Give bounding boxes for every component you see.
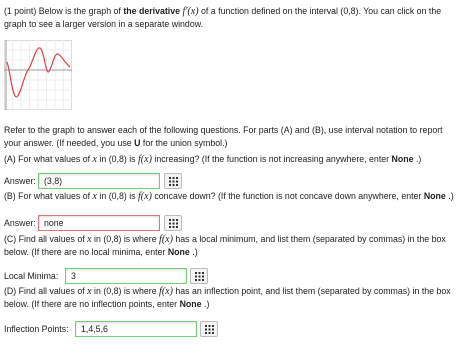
text: has an inflection point, and list them (… [172, 286, 451, 296]
grid-icon [169, 219, 178, 228]
bold-text: None [167, 247, 190, 257]
equation-editor-button[interactable] [200, 321, 218, 337]
text: in (0,8) is where [91, 234, 160, 244]
answer-input[interactable]: 3 [65, 268, 187, 284]
text: of a function defined on the interval (0… [198, 6, 442, 16]
bold-text: None [179, 299, 202, 309]
text: .) [201, 299, 210, 309]
text: for the union symbol.) [140, 138, 228, 148]
text: .) [445, 191, 454, 201]
answer-input[interactable]: 1,4,5,6 [75, 321, 197, 337]
bold-text: U [134, 138, 141, 148]
instruction-line: your answer. (If needed, you use U for t… [4, 138, 227, 148]
bold-text: None [423, 191, 446, 201]
text: has a local minimum, and list them (sepa… [172, 234, 446, 244]
text: in (0,8) is [96, 154, 139, 164]
answer-label: Answer: [4, 176, 36, 186]
text: (D) Find all values of [4, 286, 88, 296]
text: your answer. (If needed, you use [4, 138, 135, 148]
text: in (0,8) is [96, 191, 139, 201]
math: f(x) [138, 154, 152, 165]
answer-label: Answer: [4, 218, 36, 228]
math: f′(x) [182, 6, 199, 17]
text: (A) For what values of [4, 154, 93, 164]
text: below. (If there are no inflection point… [4, 299, 180, 309]
instruction-line: Refer to the graph to answer each of the… [4, 125, 443, 135]
text: (C) Find all values of [4, 234, 88, 244]
equation-editor-button[interactable] [164, 215, 182, 231]
math: f(x) [159, 234, 173, 245]
text: .) [189, 247, 198, 257]
question-line: below. (If there are no inflection point… [4, 299, 209, 309]
math: x [92, 191, 97, 202]
equation-editor-button[interactable] [164, 173, 182, 189]
question-line: (C) Find all values of x in (0,8) is whe… [4, 234, 446, 245]
text: in (0,8) is where [91, 286, 160, 296]
question-line: (B) For what values of x in (0,8) is f(x… [4, 191, 454, 202]
math: x [87, 286, 92, 297]
equation-editor-button[interactable] [190, 268, 208, 284]
text: (B) For what values of [4, 191, 93, 201]
intro-line: (1 point) Below is the graph of the deri… [4, 6, 441, 17]
math: f(x) [159, 286, 173, 297]
math: f(x) [138, 191, 152, 202]
grid-icon [195, 272, 204, 281]
math: x [92, 154, 97, 165]
answer-label: Local Minima: [4, 271, 59, 281]
grid-icon [169, 177, 178, 186]
answer-input[interactable]: none [38, 215, 160, 231]
question-line: below. (If there are no local minima, en… [4, 247, 198, 257]
math: x [87, 234, 92, 245]
question-line: (A) For what values of x in (0,8) is f(x… [4, 154, 421, 165]
intro-line: graph to see a larger version in a separ… [4, 19, 204, 29]
answer-label: Inflection Points: [4, 324, 69, 334]
text: concave down? (If the function is not co… [151, 191, 424, 201]
bold-text: None [391, 154, 414, 164]
answer-input[interactable]: (3,8) [38, 173, 160, 189]
question-line: (D) Find all values of x in (0,8) is whe… [4, 286, 451, 297]
graph-thumbnail[interactable] [4, 40, 72, 110]
text: below. (If there are no local minima, en… [4, 247, 168, 257]
text: .) [413, 154, 422, 164]
grid-icon [205, 325, 214, 334]
text: (1 point) Below is the graph of [4, 6, 124, 16]
bold-text: the derivative [123, 6, 181, 16]
text: increasing? (If the function is not incr… [151, 154, 392, 164]
